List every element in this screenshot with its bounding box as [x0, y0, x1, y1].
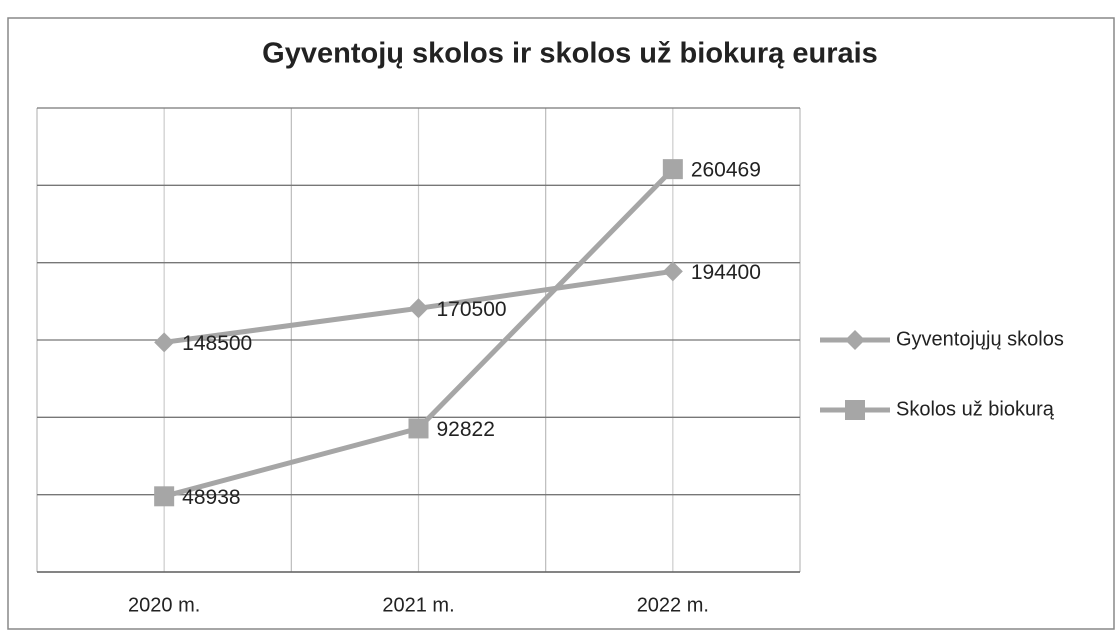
marker	[662, 261, 683, 282]
data-label: 194400	[691, 261, 761, 284]
legend-label: Gyventojųjų skolos	[896, 328, 1064, 350]
chart-border	[7, 17, 1115, 630]
data-label: 170500	[437, 298, 507, 321]
marker	[408, 418, 429, 439]
x-tick-label: 2020 m.	[128, 594, 200, 616]
marker	[154, 332, 175, 353]
data-label: 260469	[691, 159, 761, 182]
chart-title: Gyventojų skolos ir skolos už biokurą eu…	[262, 38, 878, 70]
marker	[845, 330, 865, 350]
marker	[662, 159, 683, 180]
x-tick-label: 2021 m.	[382, 594, 454, 616]
marker	[408, 298, 429, 319]
data-label: 148500	[182, 332, 252, 355]
x-tick-label: 2022 m.	[637, 594, 709, 616]
marker	[845, 400, 865, 420]
data-label: 92822	[437, 418, 495, 441]
legend-label: Skolos už biokurą	[896, 398, 1055, 420]
marker	[154, 486, 175, 507]
data-label: 48938	[182, 486, 240, 509]
